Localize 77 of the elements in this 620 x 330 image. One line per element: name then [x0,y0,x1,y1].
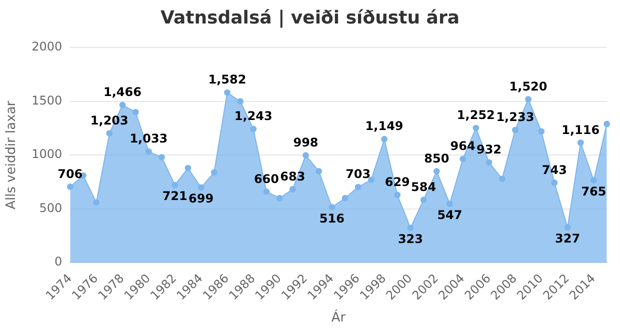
point [472,124,480,132]
data-label: 699 [188,192,214,206]
point [420,196,427,204]
point [604,120,610,128]
y-axis-title: Alls veiddir laxar [4,100,20,210]
point [342,194,348,202]
data-label: 721 [162,189,188,204]
data-label: 1,033 [130,132,168,146]
data-label: 1,582 [208,72,246,87]
data-label: 584 [411,180,436,194]
data-label: 964 [450,139,476,154]
data-label: 547 [437,208,462,222]
point [407,224,414,232]
data-label: 703 [346,167,371,182]
point [368,176,374,184]
data-label: 323 [398,232,424,246]
point [564,224,571,231]
point [276,194,283,202]
point [460,156,466,162]
point [119,102,126,108]
x-axis-title: Ár [331,308,346,326]
data-label: 932 [476,142,502,157]
point [302,152,309,159]
y-tick-label: 0 [54,254,62,269]
point [394,192,401,198]
data-label: 1,149 [365,119,404,134]
point [433,168,440,174]
point [250,126,257,132]
chart-title: Vatnsdalsá | veiði síðustu ára [160,7,460,28]
point [132,108,139,116]
point [237,98,244,105]
data-label: 1,243 [234,109,272,124]
point [328,204,336,210]
data-label: 1,116 [562,122,600,137]
point [184,164,192,172]
point [381,136,388,142]
y-tick-label: 1500 [32,93,62,108]
point [538,128,545,135]
point [106,130,113,136]
point [498,176,506,182]
point [224,89,230,96]
data-label: 743 [542,162,567,177]
point [66,184,74,190]
point [486,159,492,166]
point [577,139,584,146]
point [525,96,532,102]
point [172,182,178,188]
data-label: 1,252 [456,108,495,122]
point [446,200,453,208]
data-label: 683 [280,169,306,184]
data-label: 765 [581,184,606,198]
point [198,184,204,191]
data-label: 1,466 [104,85,142,100]
data-label: 1,520 [509,79,548,94]
data-label: 629 [384,175,410,190]
y-tick-label: 500 [39,200,62,215]
data-label: 327 [555,232,580,246]
point [354,184,362,190]
data-label: 516 [319,211,344,226]
point [289,186,296,192]
point [145,148,152,155]
point [158,154,165,160]
y-tick-label: 2000 [32,40,62,54]
data-label: 1,203 [90,113,128,128]
point [210,169,218,176]
data-label: 1,233 [496,110,534,124]
data-label: 706 [58,166,83,181]
point [512,126,518,134]
data-label: 998 [293,135,318,150]
y-tick-label: 1000 [32,147,62,162]
point [551,180,558,186]
data-label: 850 [424,151,450,166]
point [316,168,322,174]
point [93,199,100,206]
point [263,188,270,195]
point [590,177,597,184]
data-label: 660 [254,172,280,186]
